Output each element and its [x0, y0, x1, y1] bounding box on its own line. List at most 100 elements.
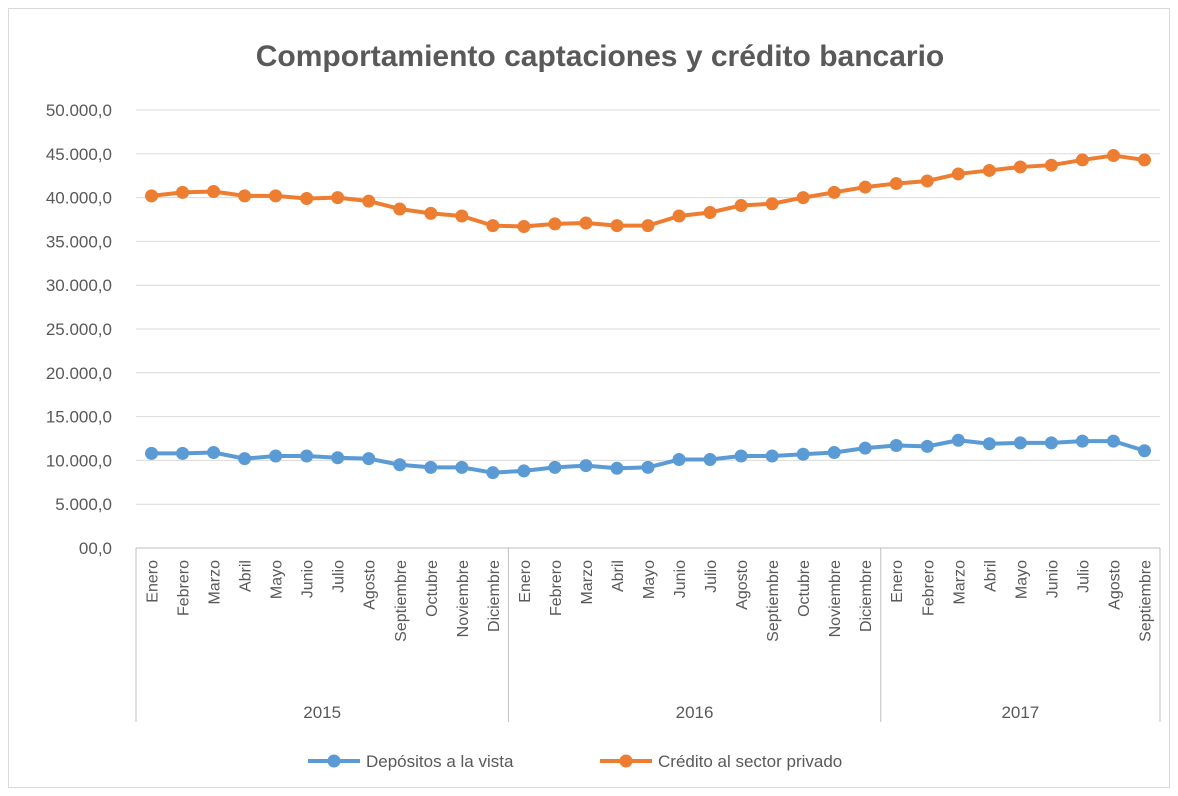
x-tick-label: Junio: [1044, 560, 1061, 598]
x-tick-label: Agosto: [362, 560, 379, 610]
data-point: [610, 219, 624, 233]
x-tick-label: Mayo: [641, 560, 658, 599]
data-point: [610, 461, 624, 475]
x-tick-label: Febrero: [548, 560, 565, 616]
data-point: [1075, 153, 1089, 167]
data-point: [951, 167, 965, 181]
x-tick-label: Enero: [145, 560, 162, 603]
data-point: [269, 189, 283, 203]
data-point: [858, 441, 872, 455]
x-tick-label: Abril: [610, 560, 627, 592]
x-tick-label: Febrero: [176, 560, 193, 616]
chart-frame: [8, 8, 1170, 788]
data-point: [982, 163, 996, 177]
data-point: [517, 464, 531, 478]
x-tick-label: Noviembre: [455, 560, 472, 637]
data-point: [393, 202, 407, 216]
series-layer: [145, 149, 1151, 480]
x-tick-label: Diciembre: [486, 560, 503, 632]
x-tick-label: Abril: [238, 560, 255, 592]
data-point: [982, 437, 996, 451]
data-point: [796, 191, 810, 205]
y-tick-label: 15.000,0: [46, 408, 112, 427]
year-label: 2015: [303, 703, 341, 722]
data-point: [1137, 153, 1151, 167]
data-point: [1013, 436, 1027, 450]
y-tick-label: 20.000,0: [46, 364, 112, 383]
data-point: [672, 453, 686, 467]
data-point: [641, 460, 655, 474]
legend-marker: [619, 754, 633, 768]
legend-label: Depósitos a la vista: [366, 752, 514, 771]
x-tick-label: Julio: [331, 560, 348, 593]
data-point: [362, 194, 376, 208]
data-point: [362, 452, 376, 466]
y-tick-label: 50.000,0: [46, 101, 112, 120]
axes: 00,0 5.000,0 10.000,0 15.000,0 20.000,0 25.00…: [46, 101, 1161, 722]
data-point: [548, 217, 562, 231]
data-point: [765, 197, 779, 211]
x-tick-label: Febrero: [920, 560, 937, 616]
data-point: [734, 449, 748, 463]
x-tick-label: Enero: [517, 560, 534, 603]
chart-title: Comportamiento captaciones y crédito ban…: [256, 40, 945, 73]
y-tick-label: 10.000,0: [46, 451, 112, 470]
data-point: [548, 460, 562, 474]
x-tick-label: Octubre: [796, 560, 813, 617]
x-tick-label: Abril: [982, 560, 999, 592]
y-tick-label: 45.000,0: [46, 145, 112, 164]
legend: Depósitos a la vista Crédito al sector pr…: [308, 752, 842, 771]
x-tick-label: Julio: [703, 560, 720, 593]
x-tick-label: Agosto: [734, 560, 751, 610]
data-point: [300, 191, 314, 205]
legend-label: Crédito al sector privado: [658, 752, 842, 771]
data-point: [1044, 158, 1058, 172]
data-point: [889, 439, 903, 453]
y-tick-label: 5.000,0: [55, 495, 112, 514]
x-tick-label: Junio: [300, 560, 317, 598]
data-point: [269, 449, 283, 463]
data-point: [1106, 149, 1120, 163]
data-point: [951, 433, 965, 447]
data-point: [827, 446, 841, 460]
data-point: [393, 458, 407, 472]
y-tick-label: 00,0: [79, 539, 112, 558]
legend-marker: [327, 754, 341, 768]
x-tick-label: Septiembre: [1137, 560, 1154, 642]
data-point: [827, 185, 841, 199]
data-point: [331, 191, 345, 205]
data-point: [238, 452, 252, 466]
x-tick-label: Marzo: [579, 560, 596, 605]
data-point: [579, 216, 593, 230]
data-point: [1106, 434, 1120, 448]
data-point: [424, 206, 438, 220]
data-point: [765, 449, 779, 463]
x-tick-label: Mayo: [1013, 560, 1030, 599]
y-tick-label: 30.000,0: [46, 276, 112, 295]
data-point: [486, 219, 500, 233]
x-tick-label: Julio: [1075, 560, 1092, 593]
x-tick-label: Noviembre: [827, 560, 844, 637]
data-point: [486, 466, 500, 480]
data-point: [238, 189, 252, 203]
data-point: [331, 451, 345, 465]
series-line: [151, 153, 1145, 229]
data-point: [672, 209, 686, 223]
data-point: [1044, 436, 1058, 450]
data-point: [424, 460, 438, 474]
data-point: [920, 174, 934, 188]
data-point: [517, 220, 531, 234]
data-point: [1137, 444, 1151, 458]
x-tick-label: Septiembre: [393, 560, 410, 642]
data-point: [455, 209, 469, 223]
year-label: 2017: [1001, 703, 1039, 722]
y-tick-label: 25.000,0: [46, 320, 112, 339]
data-point: [1013, 160, 1027, 174]
data-point: [1075, 434, 1089, 448]
data-point: [796, 447, 810, 461]
data-point: [145, 189, 159, 203]
x-tick-label: Mayo: [269, 560, 286, 599]
data-point: [734, 198, 748, 212]
x-tick-label: Marzo: [951, 560, 968, 605]
